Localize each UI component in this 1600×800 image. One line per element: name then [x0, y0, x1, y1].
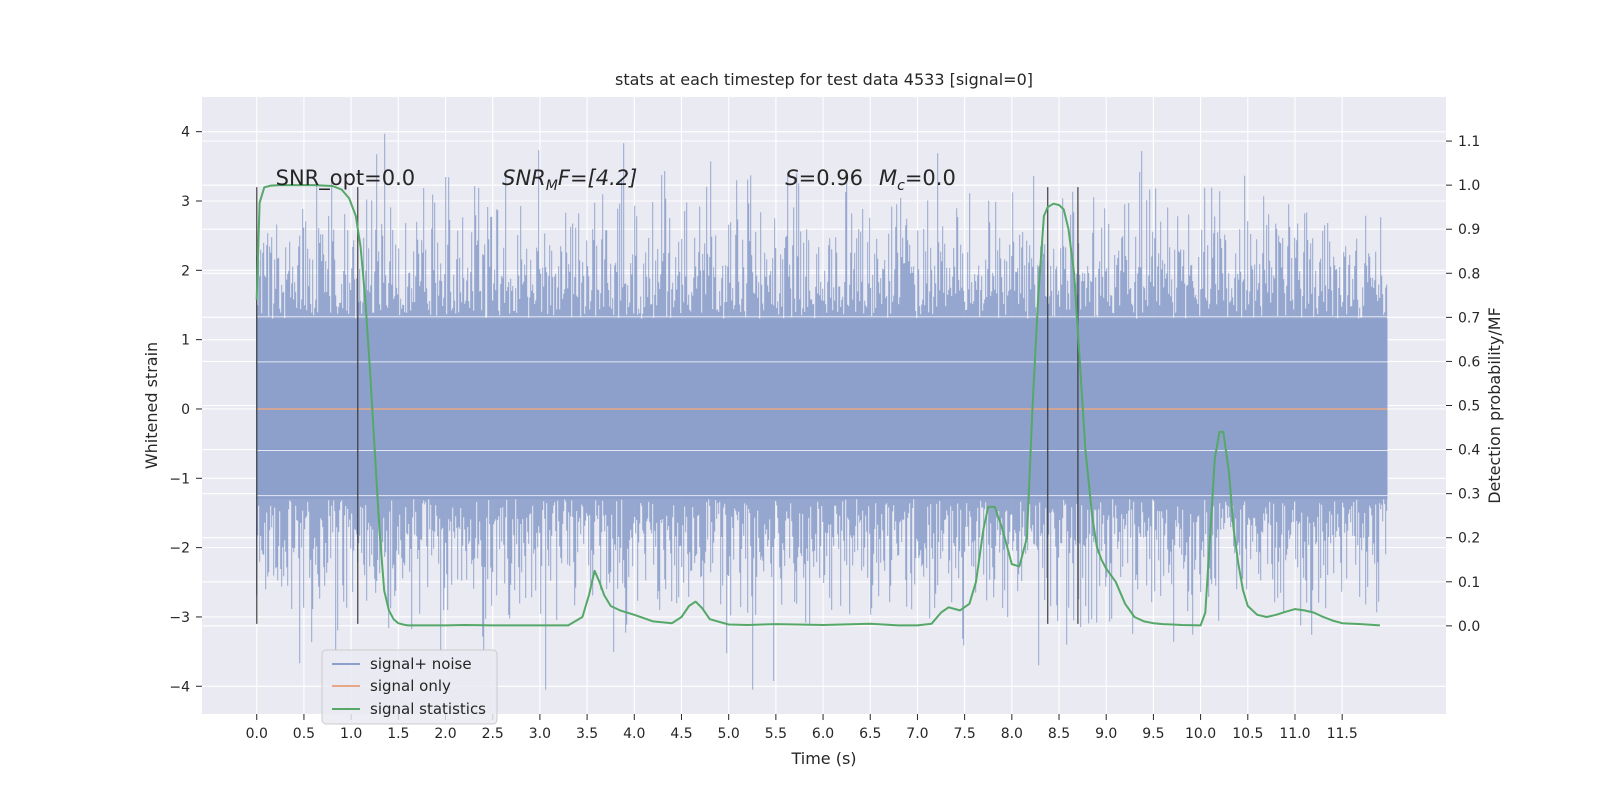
x-tick-label-9: 4.5 [670, 726, 692, 742]
y-left-tick-label-6: 2 [181, 263, 190, 279]
x-tick-label-7: 3.5 [576, 726, 598, 742]
chart-title: stats at each timestep for test data 453… [615, 70, 1033, 89]
y-left-tick-label-5: 1 [181, 333, 190, 349]
legend-label-signal-statistics: signal statistics [370, 700, 486, 718]
legend-label-signal-only: signal only [370, 677, 451, 695]
y-left-tick-label-4: 0 [181, 402, 190, 418]
x-tick-label-20: 10.0 [1185, 726, 1216, 742]
annotation-snr-mf-sub: M [546, 178, 558, 194]
annotation-s-mc: S=0.96 Mc=0.0 [785, 166, 956, 194]
y-right-tick-label-3: 0.3 [1458, 487, 1480, 503]
y-right-tick-label-11: 1.1 [1458, 134, 1480, 150]
x-axis-ticks: 0.0 0.5 1.0 1.5 2.0 2.5 3.0 3.5 4.0 4.5 5.0 5.5 6.0 6… [246, 714, 1358, 742]
legend: signal+ noise signal only signal statist… [321, 649, 498, 725]
annotation-mc-label: M [879, 166, 897, 190]
y-right-tick-label-7: 0.7 [1458, 310, 1480, 326]
y-right-tick-label-10: 1.0 [1458, 178, 1480, 194]
x-tick-label-4: 2.0 [434, 726, 456, 742]
annotation-s-value: =0.96 [799, 166, 863, 190]
y-right-axis-ticks: 0.0 0.1 0.2 0.3 0.4 0.5 0.6 0.7 0.8 0.9 1.0 1.1 [1446, 134, 1480, 635]
x-tick-label-1: 0.5 [293, 726, 315, 742]
annotation-snr-mf-rest: F=[4.2] [558, 166, 637, 190]
x-tick-label-10: 5.0 [718, 726, 740, 742]
legend-box [321, 649, 498, 725]
y-right-tick-label-6: 0.6 [1458, 354, 1480, 370]
x-tick-label-14: 7.0 [906, 726, 928, 742]
x-tick-label-16: 8.0 [1001, 726, 1023, 742]
x-tick-label-21: 10.5 [1232, 726, 1263, 742]
x-tick-label-0: 0.0 [246, 726, 268, 742]
x-tick-label-15: 7.5 [954, 726, 976, 742]
y-left-axis-label: Whitened strain [142, 342, 161, 469]
y-left-tick-label-0: −4 [169, 679, 190, 695]
y-left-tick-label-1: −3 [169, 610, 190, 626]
x-tick-label-22: 11.0 [1279, 726, 1310, 742]
x-tick-label-3: 1.5 [387, 726, 409, 742]
y-right-tick-label-9: 0.9 [1458, 222, 1480, 238]
y-left-tick-label-2: −2 [169, 541, 190, 557]
y-left-axis-ticks: −4 −3 −2 −1 0 1 2 3 4 [169, 125, 202, 695]
annotation-mc-sub: c [897, 178, 905, 194]
y-right-tick-label-8: 0.8 [1458, 266, 1480, 282]
vertical-markers [256, 187, 1079, 624]
x-tick-label-8: 4.0 [623, 726, 645, 742]
x-tick-label-5: 2.5 [482, 726, 504, 742]
annotation-snr-mf-base: SNR [502, 166, 546, 190]
y-right-tick-label-4: 0.4 [1458, 443, 1480, 459]
x-tick-label-11: 5.5 [765, 726, 787, 742]
x-tick-label-6: 3.0 [529, 726, 551, 742]
y-right-tick-label-2: 0.2 [1458, 531, 1480, 547]
annotation-snr-mf: SNRMF=[4.2] [502, 166, 637, 194]
y-left-tick-label-3: −1 [169, 471, 190, 487]
signal-statistics-line [255, 184, 1380, 627]
x-tick-label-13: 6.5 [859, 726, 881, 742]
x-tick-label-23: 11.5 [1327, 726, 1358, 742]
y-right-axis-label: Detection probability/MF [1485, 307, 1504, 504]
legend-label-signal-noise: signal+ noise [370, 655, 472, 673]
y-right-tick-label-0: 0.0 [1458, 619, 1480, 635]
x-tick-label-19: 9.5 [1142, 726, 1164, 742]
annotation-mc-value: =0.0 [905, 166, 956, 190]
y-right-tick-label-5: 0.5 [1458, 399, 1480, 415]
x-tick-label-2: 1.0 [340, 726, 362, 742]
annotation-snr-opt: SNR_opt=0.0 [276, 166, 416, 191]
x-tick-label-18: 9.0 [1095, 726, 1117, 742]
x-tick-label-17: 8.5 [1048, 726, 1070, 742]
series-signal-statistics [255, 184, 1380, 627]
y-left-tick-label-8: 4 [181, 125, 190, 141]
annotation-s-label: S [785, 166, 798, 190]
x-tick-label-12: 6.0 [812, 726, 834, 742]
y-left-tick-label-7: 3 [181, 194, 190, 210]
y-right-tick-label-1: 0.1 [1458, 575, 1480, 591]
x-axis-label: Time (s) [790, 749, 856, 768]
